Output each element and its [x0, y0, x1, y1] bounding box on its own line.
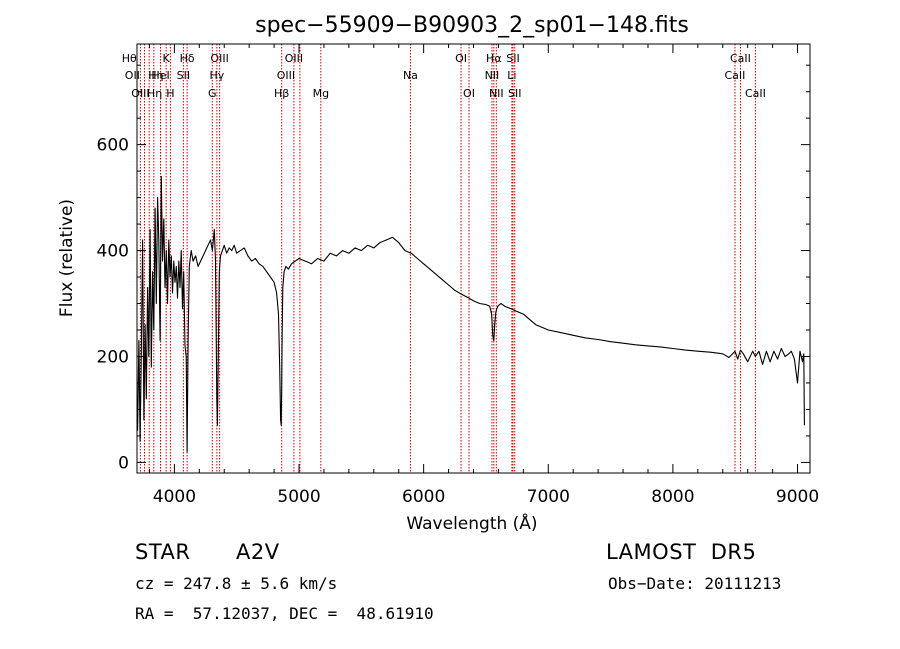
- plot-frame: [136, 43, 811, 474]
- marker-label-12: G: [208, 87, 217, 100]
- y-tick-label-200: 200: [97, 347, 129, 367]
- survey-name: LAMOST DR5: [606, 540, 757, 564]
- marker-label-23: SII: [506, 52, 519, 65]
- marker-label-25: SII: [508, 87, 521, 100]
- observation-date: Obs−Date: 20111213: [608, 574, 782, 593]
- marker-label-16: Mg: [313, 87, 329, 100]
- marker-label-6: Hη: [147, 87, 162, 100]
- marker-label-0: Hθ: [122, 52, 137, 65]
- marker-label-18: OI: [455, 52, 467, 65]
- redshift-cz: cz = 247.8 ± 5.6 km/s: [135, 574, 338, 593]
- marker-label-22: NII: [489, 87, 504, 100]
- spectrum-series: [137, 175, 805, 453]
- spectral-subclass: A2V: [236, 540, 280, 564]
- marker-label-17: Na: [403, 69, 418, 82]
- spectrum-line: [137, 175, 805, 453]
- x-axis-label: Wavelength (Å): [406, 512, 537, 534]
- marker-label-8: Hδ: [180, 52, 195, 65]
- marker-label-4: K: [163, 52, 171, 65]
- y-tick-label-400: 400: [97, 242, 129, 262]
- marker-label-10: OIII: [210, 52, 228, 65]
- marker-label-11: Hγ: [209, 69, 224, 82]
- marker-label-14: OIII: [277, 69, 295, 82]
- marker-label-7: H: [166, 87, 174, 100]
- marker-label-27: CaII: [725, 69, 746, 82]
- marker-label-9: SII: [177, 69, 190, 82]
- marker-label-20: Hα: [486, 52, 502, 65]
- marker-label-24: Li: [507, 69, 516, 82]
- object-class: STAR: [135, 540, 191, 564]
- x-tick-label-8000: 8000: [651, 487, 694, 507]
- marker-label-19: OI: [463, 87, 475, 100]
- marker-label-3: Hη: [148, 69, 163, 82]
- x-tick-label-9000: 9000: [776, 487, 819, 507]
- y-axis: 0 200 400 600: [97, 64, 810, 473]
- x-tick-label-4000: 4000: [153, 487, 196, 507]
- x-tick-label-6000: 6000: [402, 487, 445, 507]
- marker-label-28: CaII: [745, 87, 766, 100]
- marker-label-2: OIII: [131, 87, 149, 100]
- marker-label-21: NII: [485, 69, 500, 82]
- marker-label-15: Hβ: [274, 87, 289, 100]
- y-tick-label-0: 0: [118, 453, 129, 473]
- x-tick-label-7000: 7000: [527, 487, 570, 507]
- marker-label-26: CaII: [730, 52, 751, 65]
- marker-label-1: OII: [125, 69, 140, 82]
- chart-title: spec−55909−B90903_2_sp01−148.fits: [255, 13, 689, 38]
- y-tick-label-600: 600: [97, 136, 129, 156]
- y-axis-label: Flux (relative): [57, 199, 77, 317]
- x-axis: 4000 5000 6000 7000 8000 9000: [148, 44, 819, 507]
- marker-label-13: OIII: [285, 52, 303, 65]
- coordinates: RA = 57.12037, DEC = 48.61910: [135, 604, 434, 623]
- x-tick-label-5000: 5000: [277, 487, 320, 507]
